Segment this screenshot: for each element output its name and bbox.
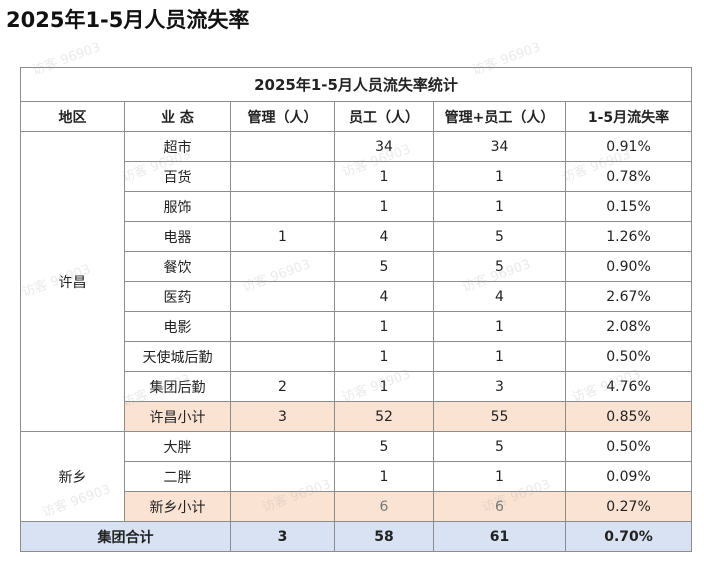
staff-cell: 1 xyxy=(334,371,434,402)
staff-cell: 1 xyxy=(334,461,434,492)
format-cell: 电器 xyxy=(124,221,231,252)
grand-total-row: 集团合计 3 58 61 0.70% xyxy=(20,521,693,552)
subtotal-label: 新乡小计 xyxy=(124,491,231,522)
subtotal-rate: 0.85% xyxy=(564,401,693,432)
table-header-row: 地区 业 态 管理（人） 员工（人） 管理+员工（人） 1-5月流失率 xyxy=(20,101,693,132)
total-cell: 4 xyxy=(433,281,566,312)
staff-cell: 1 xyxy=(334,311,434,342)
header-format: 业 态 xyxy=(124,101,231,132)
rate-cell: 0.15% xyxy=(564,191,693,222)
grand-total-label: 集团合计 xyxy=(20,521,231,552)
rate-cell: 0.78% xyxy=(564,161,693,192)
table-row: 集团后勤 2 1 3 4.76% xyxy=(21,371,693,402)
mgmt-cell xyxy=(230,191,335,222)
subtotal-staff: 6 xyxy=(334,491,434,522)
header-management: 管理（人） xyxy=(230,101,335,132)
mgmt-cell xyxy=(230,281,335,312)
table-row: 电影 1 1 2.08% xyxy=(21,311,693,342)
mgmt-cell: 1 xyxy=(230,221,335,252)
staff-cell: 34 xyxy=(334,131,434,162)
subtotal-mgmt xyxy=(230,491,335,522)
mgmt-cell xyxy=(230,461,335,492)
grand-total-mgmt: 3 xyxy=(230,521,335,552)
format-cell: 集团后勤 xyxy=(124,371,231,402)
subtotal-label: 许昌小计 xyxy=(124,401,231,432)
mgmt-cell xyxy=(230,431,335,462)
format-cell: 服饰 xyxy=(124,191,231,222)
format-cell: 天使城后勤 xyxy=(124,341,231,372)
grand-total-total: 61 xyxy=(433,521,566,552)
attrition-table: 2025年1-5月人员流失率统计 地区 业 态 管理（人） 员工（人） 管理+员… xyxy=(19,67,693,552)
rate-cell: 0.91% xyxy=(564,131,693,162)
rate-cell: 2.08% xyxy=(564,311,693,342)
staff-cell: 4 xyxy=(334,281,434,312)
staff-cell: 5 xyxy=(334,431,434,462)
format-cell: 百货 xyxy=(124,161,231,192)
total-cell: 3 xyxy=(433,371,566,402)
table-row: 电器 1 4 5 1.26% xyxy=(21,221,693,252)
format-cell: 餐饮 xyxy=(124,251,231,282)
rate-cell: 4.76% xyxy=(564,371,693,402)
header-total: 管理+员工（人） xyxy=(433,101,566,132)
format-cell: 电影 xyxy=(124,311,231,342)
staff-cell: 4 xyxy=(334,221,434,252)
page-title: 2025年1-5月人员流失率 xyxy=(6,8,250,32)
subtotal-total: 6 xyxy=(433,491,566,522)
region-cell-xinxiang: 新乡 xyxy=(20,431,125,522)
header-region: 地区 xyxy=(20,101,125,132)
total-cell: 5 xyxy=(433,251,566,282)
subtotal-row-xinxiang: 新乡小计 6 6 0.27% xyxy=(21,491,693,522)
mgmt-cell xyxy=(230,251,335,282)
rate-cell: 0.50% xyxy=(564,431,693,462)
subtotal-total: 55 xyxy=(433,401,566,432)
format-cell: 超市 xyxy=(124,131,231,162)
table-row: 新乡 大胖 5 5 0.50% xyxy=(20,431,693,522)
grand-total-staff: 58 xyxy=(334,521,434,552)
total-cell: 34 xyxy=(433,131,566,162)
total-cell: 1 xyxy=(433,341,566,372)
total-cell: 5 xyxy=(433,221,566,252)
region-cell-xuchang: 许昌 xyxy=(20,131,125,432)
format-cell: 大胖 xyxy=(124,431,231,462)
header-staff: 员工（人） xyxy=(334,101,434,132)
mgmt-cell xyxy=(230,161,335,192)
total-cell: 1 xyxy=(433,161,566,192)
staff-cell: 1 xyxy=(334,341,434,372)
table-title: 2025年1-5月人员流失率统计 xyxy=(19,67,693,102)
mgmt-cell xyxy=(230,131,335,162)
staff-cell: 5 xyxy=(334,251,434,282)
rate-cell: 0.09% xyxy=(564,461,693,492)
rate-cell: 1.26% xyxy=(564,221,693,252)
rate-cell: 2.67% xyxy=(564,281,693,312)
staff-cell: 1 xyxy=(334,191,434,222)
rate-cell: 0.90% xyxy=(564,251,693,282)
mgmt-cell xyxy=(230,341,335,372)
grand-total-rate: 0.70% xyxy=(564,521,693,552)
table-row: 二胖 1 1 0.09% xyxy=(21,461,693,492)
table-row: 服饰 1 1 0.15% xyxy=(21,191,693,222)
total-cell: 1 xyxy=(433,461,566,492)
subtotal-staff: 52 xyxy=(334,401,434,432)
header-attrition-rate: 1-5月流失率 xyxy=(564,101,693,132)
format-cell: 医药 xyxy=(124,281,231,312)
subtotal-rate: 0.27% xyxy=(564,491,693,522)
mgmt-cell xyxy=(230,311,335,342)
subtotal-row-xuchang: 许昌小计 3 52 55 0.85% xyxy=(21,401,693,432)
total-cell: 1 xyxy=(433,191,566,222)
mgmt-cell: 2 xyxy=(230,371,335,402)
rate-cell: 0.50% xyxy=(564,341,693,372)
table-row: 天使城后勤 1 1 0.50% xyxy=(21,341,693,372)
staff-cell: 1 xyxy=(334,161,434,192)
format-cell: 二胖 xyxy=(124,461,231,492)
total-cell: 1 xyxy=(433,311,566,342)
table-row: 许昌 超市 34 34 0.91% xyxy=(20,131,693,432)
total-cell: 5 xyxy=(433,431,566,462)
table-title-row: 2025年1-5月人员流失率统计 xyxy=(19,67,693,102)
subtotal-mgmt: 3 xyxy=(230,401,335,432)
